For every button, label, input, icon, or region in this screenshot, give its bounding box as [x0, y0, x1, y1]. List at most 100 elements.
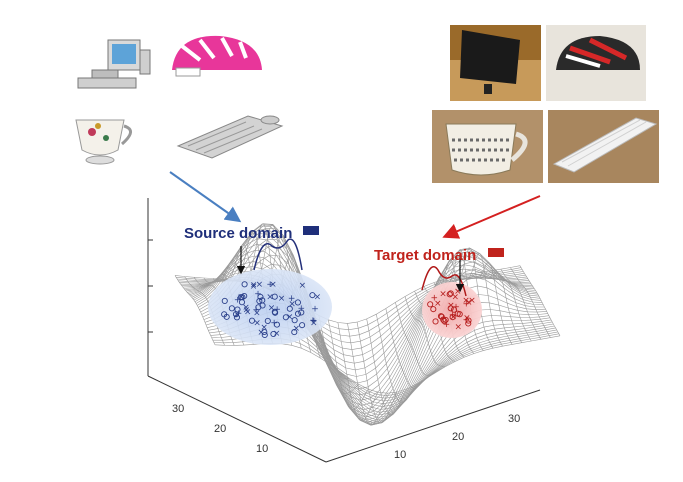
- sample-cross: +: [273, 305, 281, 315]
- source-image-computer: [77, 39, 151, 89]
- sample-circle: [442, 316, 449, 323]
- sample-circle: [427, 301, 434, 308]
- sample-circle: [271, 293, 278, 300]
- mesh-line: [519, 265, 561, 336]
- sample-cross: +: [310, 316, 318, 326]
- sample-cross: ×: [234, 311, 242, 321]
- sample-cross: +: [234, 296, 242, 306]
- sample-cross: +: [430, 293, 438, 303]
- sample-circle: [241, 281, 248, 288]
- sample-circle: [294, 310, 302, 317]
- sample-cross: ×: [286, 312, 294, 322]
- target-photo-keyboard: [548, 110, 659, 183]
- sample-circle: [264, 317, 271, 325]
- sample-cross: ×: [288, 300, 296, 310]
- left-tick-2: 20: [214, 423, 226, 435]
- sample-circle: [298, 309, 305, 316]
- sample-cross: +: [266, 280, 274, 290]
- sample-cross: +: [449, 311, 457, 321]
- sample-circle: [282, 314, 289, 321]
- sample-cross: ×: [450, 312, 458, 322]
- mesh-line: [510, 267, 551, 338]
- sample-circle: [432, 318, 439, 325]
- sample-circle: [261, 331, 268, 339]
- source-arrow: [169, 171, 242, 223]
- sample-cross: +: [463, 315, 471, 325]
- sample-circle: [447, 290, 454, 297]
- source-region: [208, 269, 332, 345]
- sample-circle: [221, 297, 228, 304]
- sample-cross: ×: [299, 281, 307, 291]
- target-photo-monitor: [450, 25, 541, 101]
- sample-cross: ×: [293, 324, 301, 334]
- sample-circle: [465, 320, 472, 327]
- right-tick-3: 30: [508, 413, 520, 425]
- axes-frame: [147, 198, 541, 463]
- sample-circle: [291, 329, 298, 336]
- sample-cross: ×: [273, 329, 281, 339]
- left-tick-1: 30: [172, 403, 184, 415]
- target-domain-label: Target domain: [374, 247, 476, 264]
- sample-circle: [228, 305, 235, 312]
- sample-cross: ×: [463, 314, 471, 324]
- source-image-keyboard: [176, 115, 284, 159]
- sample-circle: [248, 317, 256, 324]
- sample-cross: ×: [242, 303, 250, 313]
- source-distribution-curve: [253, 238, 303, 271]
- sample-cross: ×: [256, 280, 264, 290]
- sample-cross: ×: [260, 323, 268, 333]
- sample-cross: ×: [250, 282, 258, 292]
- sample-circle: [291, 317, 298, 324]
- sample-cross: ×: [269, 280, 277, 290]
- sample-cross: ×: [439, 289, 447, 299]
- sample-circle: [440, 316, 447, 323]
- left-tick-3: 10: [256, 443, 268, 455]
- sample-circle: [270, 330, 277, 338]
- sample-cross: ×: [268, 304, 276, 314]
- target-photo-helmet: [546, 25, 646, 101]
- source-domain-label: Source domain: [184, 225, 292, 242]
- sample-circle: [454, 310, 461, 317]
- sample-cross: +: [254, 290, 262, 300]
- sample-circle: [441, 318, 448, 325]
- mesh-line: [500, 269, 542, 340]
- sample-cross: +: [452, 303, 460, 313]
- sample-cross: ×: [310, 318, 318, 328]
- target-legend-swatch: [488, 248, 504, 257]
- sample-circle: [261, 328, 268, 336]
- sample-circle: [257, 293, 264, 300]
- sample-cross: ×: [237, 293, 245, 303]
- sample-cross: +: [309, 316, 317, 326]
- right-tick-2: 20: [452, 431, 464, 443]
- sample-circle: [430, 306, 437, 313]
- sample-cross: ×: [468, 296, 476, 306]
- sample-cross: +: [252, 306, 260, 316]
- sample-circle: [255, 304, 262, 311]
- sample-cross: ×: [434, 299, 442, 309]
- sample-circle: [309, 292, 316, 299]
- sample-circle: [286, 305, 293, 312]
- sample-cross: ×: [465, 298, 473, 308]
- sample-cross: ×: [462, 296, 470, 306]
- mesh-line: [491, 270, 532, 342]
- sample-circle: [271, 308, 278, 315]
- sample-cross: +: [462, 300, 470, 310]
- sample-circle: [449, 314, 456, 321]
- sample-cross: +: [270, 319, 278, 329]
- sample-circle: [299, 322, 306, 329]
- sample-circle: [256, 298, 263, 305]
- sample-cross: ×: [451, 292, 459, 302]
- sample-cross: +: [443, 320, 451, 330]
- sample-cross: +: [298, 304, 306, 314]
- sample-circle: [241, 292, 248, 300]
- sample-circle: [273, 321, 280, 328]
- sample-cross: ×: [314, 292, 322, 302]
- sample-cross: ×: [253, 308, 261, 318]
- source-samples: × +××+ ××+××+××+××+××+××+×× +××+×× +×× +: [221, 280, 322, 339]
- sample-cross: +: [288, 294, 296, 304]
- mesh-line: [471, 262, 513, 345]
- sample-circle: [465, 317, 472, 324]
- sample-circle: [294, 299, 301, 306]
- sample-cross: ×: [455, 322, 463, 332]
